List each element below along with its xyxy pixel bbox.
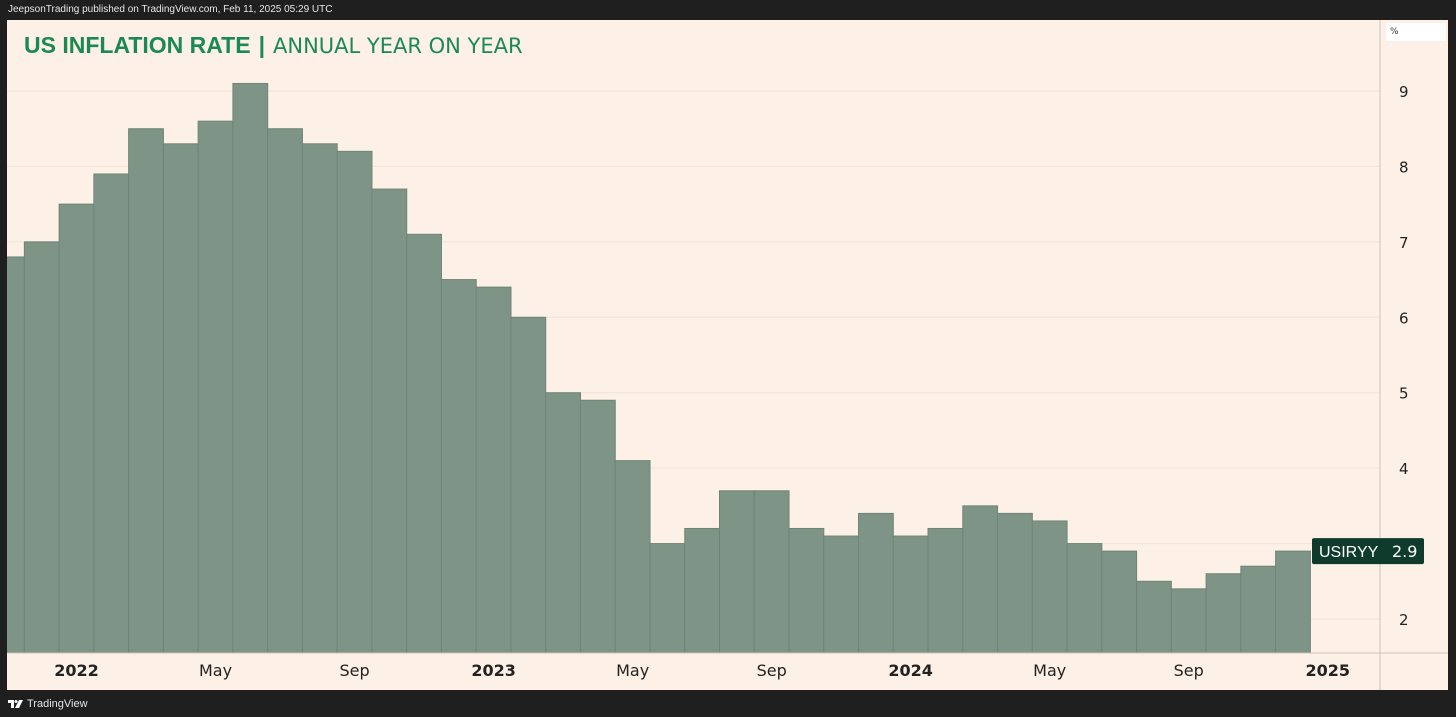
title-separator: | [258, 32, 266, 58]
x-tick-label: 2023 [471, 661, 516, 680]
x-tick-label: Sep [339, 661, 369, 680]
bar [892, 535, 929, 654]
inflation-bar-chart: 234567892022MaySep2023MaySep2024MaySep20… [7, 20, 1448, 690]
bar [1205, 573, 1242, 654]
bar [545, 392, 582, 654]
bar [128, 128, 164, 654]
x-tick-label: 2024 [888, 661, 933, 680]
bar [1136, 580, 1172, 654]
chart-subtitle: ANNUAL YEAR ON YEAR [273, 34, 523, 58]
bar [858, 512, 894, 654]
bar [649, 543, 686, 654]
bar [1031, 520, 1068, 654]
bar [371, 188, 408, 654]
y-tick-label: 9 [1399, 83, 1409, 101]
tradingview-logo-icon[interactable] [8, 699, 23, 709]
x-tick-label: May [199, 661, 232, 680]
bar [301, 143, 338, 654]
x-tick-label: 2025 [1305, 661, 1350, 680]
last-value-badge [1312, 538, 1424, 565]
bar [684, 527, 721, 654]
y-tick-label: 8 [1399, 158, 1409, 176]
y-tick-label: 6 [1399, 309, 1409, 327]
y-tick-label: 5 [1399, 385, 1409, 403]
bar [232, 82, 269, 654]
y-tick-label: 2 [1399, 611, 1409, 629]
bar [162, 143, 199, 654]
x-tick-label: May [1033, 661, 1066, 680]
bar [336, 150, 373, 654]
bar [510, 316, 547, 654]
x-tick-label: Sep [757, 661, 787, 680]
bar [197, 120, 234, 654]
bar [997, 512, 1033, 654]
bar [93, 173, 130, 654]
x-tick-label: May [616, 661, 649, 680]
tradingview-brand[interactable]: TradingView [27, 697, 88, 710]
bar [718, 490, 755, 654]
publish-info: JeepsonTrading published on TradingView.… [0, 0, 1456, 20]
bar [406, 233, 442, 654]
bar [823, 535, 860, 654]
y-tick-label: 4 [1399, 460, 1409, 478]
bar [614, 460, 651, 654]
bar [927, 527, 964, 654]
bar [1275, 550, 1311, 654]
chart-title: US INFLATION RATE | ANNUAL YEAR ON YEAR [24, 32, 523, 59]
bar [962, 505, 999, 654]
bar [1101, 550, 1138, 654]
last-value-label: 2.9 [1392, 542, 1417, 561]
x-tick-label: Sep [1174, 661, 1204, 680]
chart-title-main: US INFLATION RATE [24, 32, 251, 58]
bar [753, 490, 790, 654]
bar [7, 256, 25, 654]
y-tick-label: 7 [1399, 234, 1409, 252]
footer-bar: TradingView [0, 690, 1456, 717]
bar [788, 527, 825, 654]
unit-label[interactable]: % [1386, 23, 1446, 41]
bar [1170, 588, 1207, 654]
ticker-label: USIRYY [1319, 544, 1379, 561]
bar [267, 128, 303, 654]
bar [23, 241, 60, 654]
bar [440, 279, 477, 654]
bar [1066, 543, 1103, 654]
bar [579, 399, 616, 654]
bar [58, 203, 95, 654]
x-tick-label: 2022 [54, 661, 99, 680]
bar [1240, 565, 1277, 654]
bar [475, 286, 512, 654]
chart-frame: 234567892022MaySep2023MaySep2024MaySep20… [7, 20, 1448, 690]
